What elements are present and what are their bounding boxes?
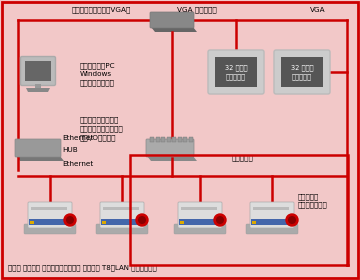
FancyBboxPatch shape (274, 50, 330, 94)
Polygon shape (35, 84, 41, 88)
Bar (156, 137, 159, 142)
Bar (25, 61, 51, 81)
FancyBboxPatch shape (15, 139, 61, 157)
Text: Ethernet: Ethernet (62, 161, 93, 167)
Bar (281, 57, 323, 87)
Bar (180, 221, 184, 224)
FancyBboxPatch shape (21, 57, 55, 85)
Circle shape (289, 217, 295, 223)
Circle shape (214, 214, 226, 226)
Bar (130, 155, 348, 265)
Text: 信号制御ターミナル
ワゴジャパン（株）製
ワゴI/Oシステム: 信号制御ターミナル ワゴジャパン（株）製 ワゴI/Oシステム (80, 116, 124, 141)
Bar (189, 137, 193, 142)
FancyBboxPatch shape (246, 224, 298, 234)
Polygon shape (151, 27, 197, 32)
Bar (103, 207, 139, 210)
Bar (166, 137, 171, 142)
Circle shape (136, 214, 148, 226)
Circle shape (217, 217, 223, 223)
Text: （株） サトー製 オンラインプリンタ レスプリ T8（LAN オプション）: （株） サトー製 オンラインプリンタ レスプリ T8（LAN オプション） (8, 265, 157, 271)
FancyBboxPatch shape (146, 139, 194, 157)
Polygon shape (26, 88, 50, 92)
Polygon shape (16, 156, 64, 161)
Circle shape (67, 217, 73, 223)
Bar (161, 137, 165, 142)
Bar (253, 207, 289, 210)
Circle shape (139, 217, 145, 223)
Bar (30, 221, 34, 224)
FancyBboxPatch shape (24, 224, 76, 234)
Circle shape (286, 214, 298, 226)
FancyBboxPatch shape (100, 202, 144, 228)
Bar (150, 137, 154, 142)
Bar (172, 137, 176, 142)
Bar (251, 219, 293, 225)
Bar (215, 57, 257, 87)
Text: 電気信号線: 電気信号線 (232, 155, 254, 161)
Bar (102, 221, 106, 224)
FancyBboxPatch shape (250, 202, 294, 228)
FancyBboxPatch shape (28, 202, 72, 228)
Bar (31, 207, 67, 210)
Bar (177, 137, 181, 142)
Text: システム管理PC
Windows
アプリケーション: システム管理PC Windows アプリケーション (80, 62, 116, 86)
Text: 発券ボタン
（別途製作分）: 発券ボタン （別途製作分） (298, 193, 328, 208)
FancyBboxPatch shape (150, 12, 194, 28)
Bar (181, 207, 217, 210)
Circle shape (64, 214, 76, 226)
Polygon shape (147, 156, 197, 161)
FancyBboxPatch shape (178, 202, 222, 228)
Text: HUB: HUB (62, 147, 78, 153)
Bar (179, 219, 221, 225)
Text: VGA: VGA (310, 7, 326, 13)
Text: 32 インチ
液晶テレビ: 32 インチ 液晶テレビ (225, 64, 247, 80)
FancyBboxPatch shape (208, 50, 264, 94)
Text: Ethernet: Ethernet (62, 135, 93, 141)
Text: マルチモニタ出力（VGA）: マルチモニタ出力（VGA） (72, 7, 131, 13)
FancyBboxPatch shape (96, 224, 148, 234)
Bar (101, 219, 143, 225)
Bar (183, 137, 187, 142)
Text: VGA スプリッタ: VGA スプリッタ (177, 7, 217, 13)
Bar (29, 219, 71, 225)
Bar (252, 221, 256, 224)
FancyBboxPatch shape (174, 224, 226, 234)
Text: 32 インチ
液晶テレビ: 32 インチ 液晶テレビ (291, 64, 313, 80)
